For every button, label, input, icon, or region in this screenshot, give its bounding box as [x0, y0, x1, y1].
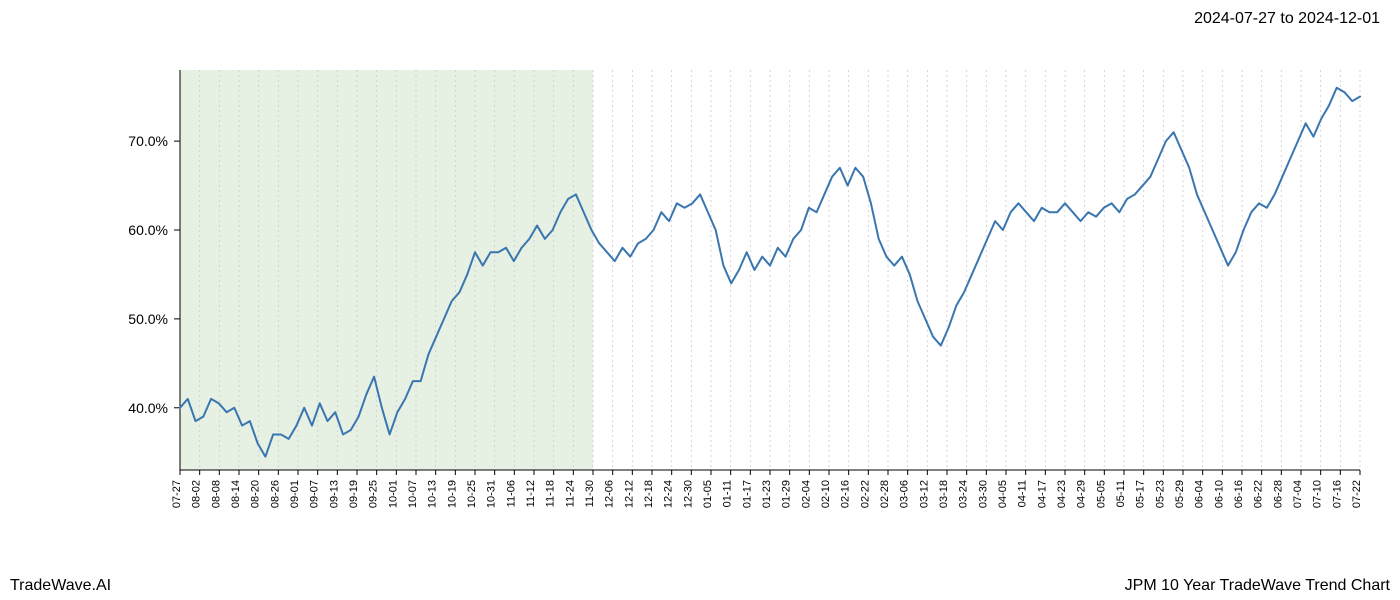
brand-label: TradeWave.AI: [10, 577, 111, 595]
x-tick-label: 08-20: [250, 480, 262, 508]
x-tick-label: 05-23: [1154, 480, 1166, 508]
y-tick-label: 50.0%: [128, 311, 168, 327]
x-tick-label: 05-17: [1135, 480, 1147, 508]
x-tick-label: 10-13: [427, 480, 439, 508]
x-tick-label: 10-31: [486, 480, 498, 508]
x-tick-label: 11-30: [584, 480, 596, 507]
x-tick-label: 08-08: [210, 480, 222, 508]
x-tick-label: 01-29: [781, 480, 793, 508]
x-tick-label: 01-05: [702, 480, 714, 508]
x-tick-label: 09-01: [289, 480, 301, 508]
x-tick-label: 03-18: [938, 480, 950, 508]
x-tick-label: 06-04: [1194, 480, 1206, 508]
x-tick-label: 11-06: [505, 480, 517, 507]
x-tick-label: 07-04: [1292, 480, 1304, 508]
x-tick-label: 06-16: [1233, 480, 1245, 508]
x-tick-label: 12-24: [663, 480, 675, 508]
x-tick-label: 07-10: [1312, 480, 1324, 508]
x-tick-label: 09-19: [348, 480, 360, 508]
x-tick-label: 02-22: [859, 480, 871, 508]
x-tick-label: 08-26: [269, 480, 281, 508]
x-tick-label: 07-16: [1331, 480, 1343, 508]
x-tick-label: 09-07: [309, 480, 321, 508]
y-tick-label: 70.0%: [128, 133, 168, 149]
x-tick-label: 02-16: [840, 480, 852, 508]
x-tick-label: 12-18: [643, 480, 655, 508]
chart-title: JPM 10 Year TradeWave Trend Chart: [1125, 577, 1390, 595]
x-tick-label: 01-23: [761, 480, 773, 508]
trend-chart: 40.0% 50.0% 60.0% 70.0% 07-27 08-02 08-08 08-14…: [0, 50, 1400, 550]
x-tick-label: 09-25: [368, 480, 380, 508]
x-tick-label: 11-12: [525, 480, 537, 507]
x-tick-label: 04-23: [1056, 480, 1068, 508]
x-tick-label: 10-25: [466, 480, 478, 508]
x-tick-label: 06-28: [1272, 480, 1284, 508]
x-tick-label: 04-17: [1036, 480, 1048, 508]
x-tick-label: 03-12: [918, 480, 930, 508]
x-tick-label: 08-02: [191, 480, 203, 508]
x-tick-label: 11-18: [545, 480, 557, 507]
x-tick-label: 10-07: [407, 480, 419, 508]
x-tick-label: 05-11: [1115, 480, 1127, 507]
x-tick-label: 02-04: [800, 480, 812, 508]
x-tick-label: 02-10: [820, 480, 832, 508]
x-tick-label: 04-29: [1076, 480, 1088, 508]
chart-container: 40.0% 50.0% 60.0% 70.0% 07-27 08-02 08-08 08-14…: [0, 50, 1400, 550]
x-tick-label: 03-24: [958, 480, 970, 508]
date-range-label: 2024-07-27 to 2024-12-01: [1194, 10, 1380, 28]
x-tick-label: 07-22: [1351, 480, 1363, 508]
x-tick-label: 07-27: [171, 480, 183, 508]
x-tick-label: 12-12: [623, 480, 635, 508]
x-tick-label: 04-11: [1017, 480, 1029, 507]
x-tick-label: 06-10: [1213, 480, 1225, 508]
x-tick-label: 10-01: [387, 480, 399, 508]
x-tick-label: 11-24: [564, 480, 576, 507]
x-tick-label: 03-30: [977, 480, 989, 508]
x-tick-label: 01-11: [722, 480, 734, 507]
x-tick-label: 02-28: [879, 480, 891, 508]
x-tick-label: 12-30: [682, 480, 694, 508]
x-tick-label: 04-05: [997, 480, 1009, 508]
x-tick-label: 03-06: [899, 480, 911, 508]
x-tick-label: 08-14: [230, 480, 242, 508]
highlight-band: [180, 70, 593, 470]
x-tick-label: 12-06: [604, 480, 616, 508]
x-tick-label: 10-19: [446, 480, 458, 508]
x-tick-label: 05-29: [1174, 480, 1186, 508]
x-tick-label: 06-22: [1253, 480, 1265, 508]
y-tick-label: 40.0%: [128, 400, 168, 416]
y-tick-label: 60.0%: [128, 222, 168, 238]
x-tick-label: 05-05: [1095, 480, 1107, 508]
x-tick-label: 01-17: [741, 480, 753, 508]
x-tick-label: 09-13: [328, 480, 340, 508]
